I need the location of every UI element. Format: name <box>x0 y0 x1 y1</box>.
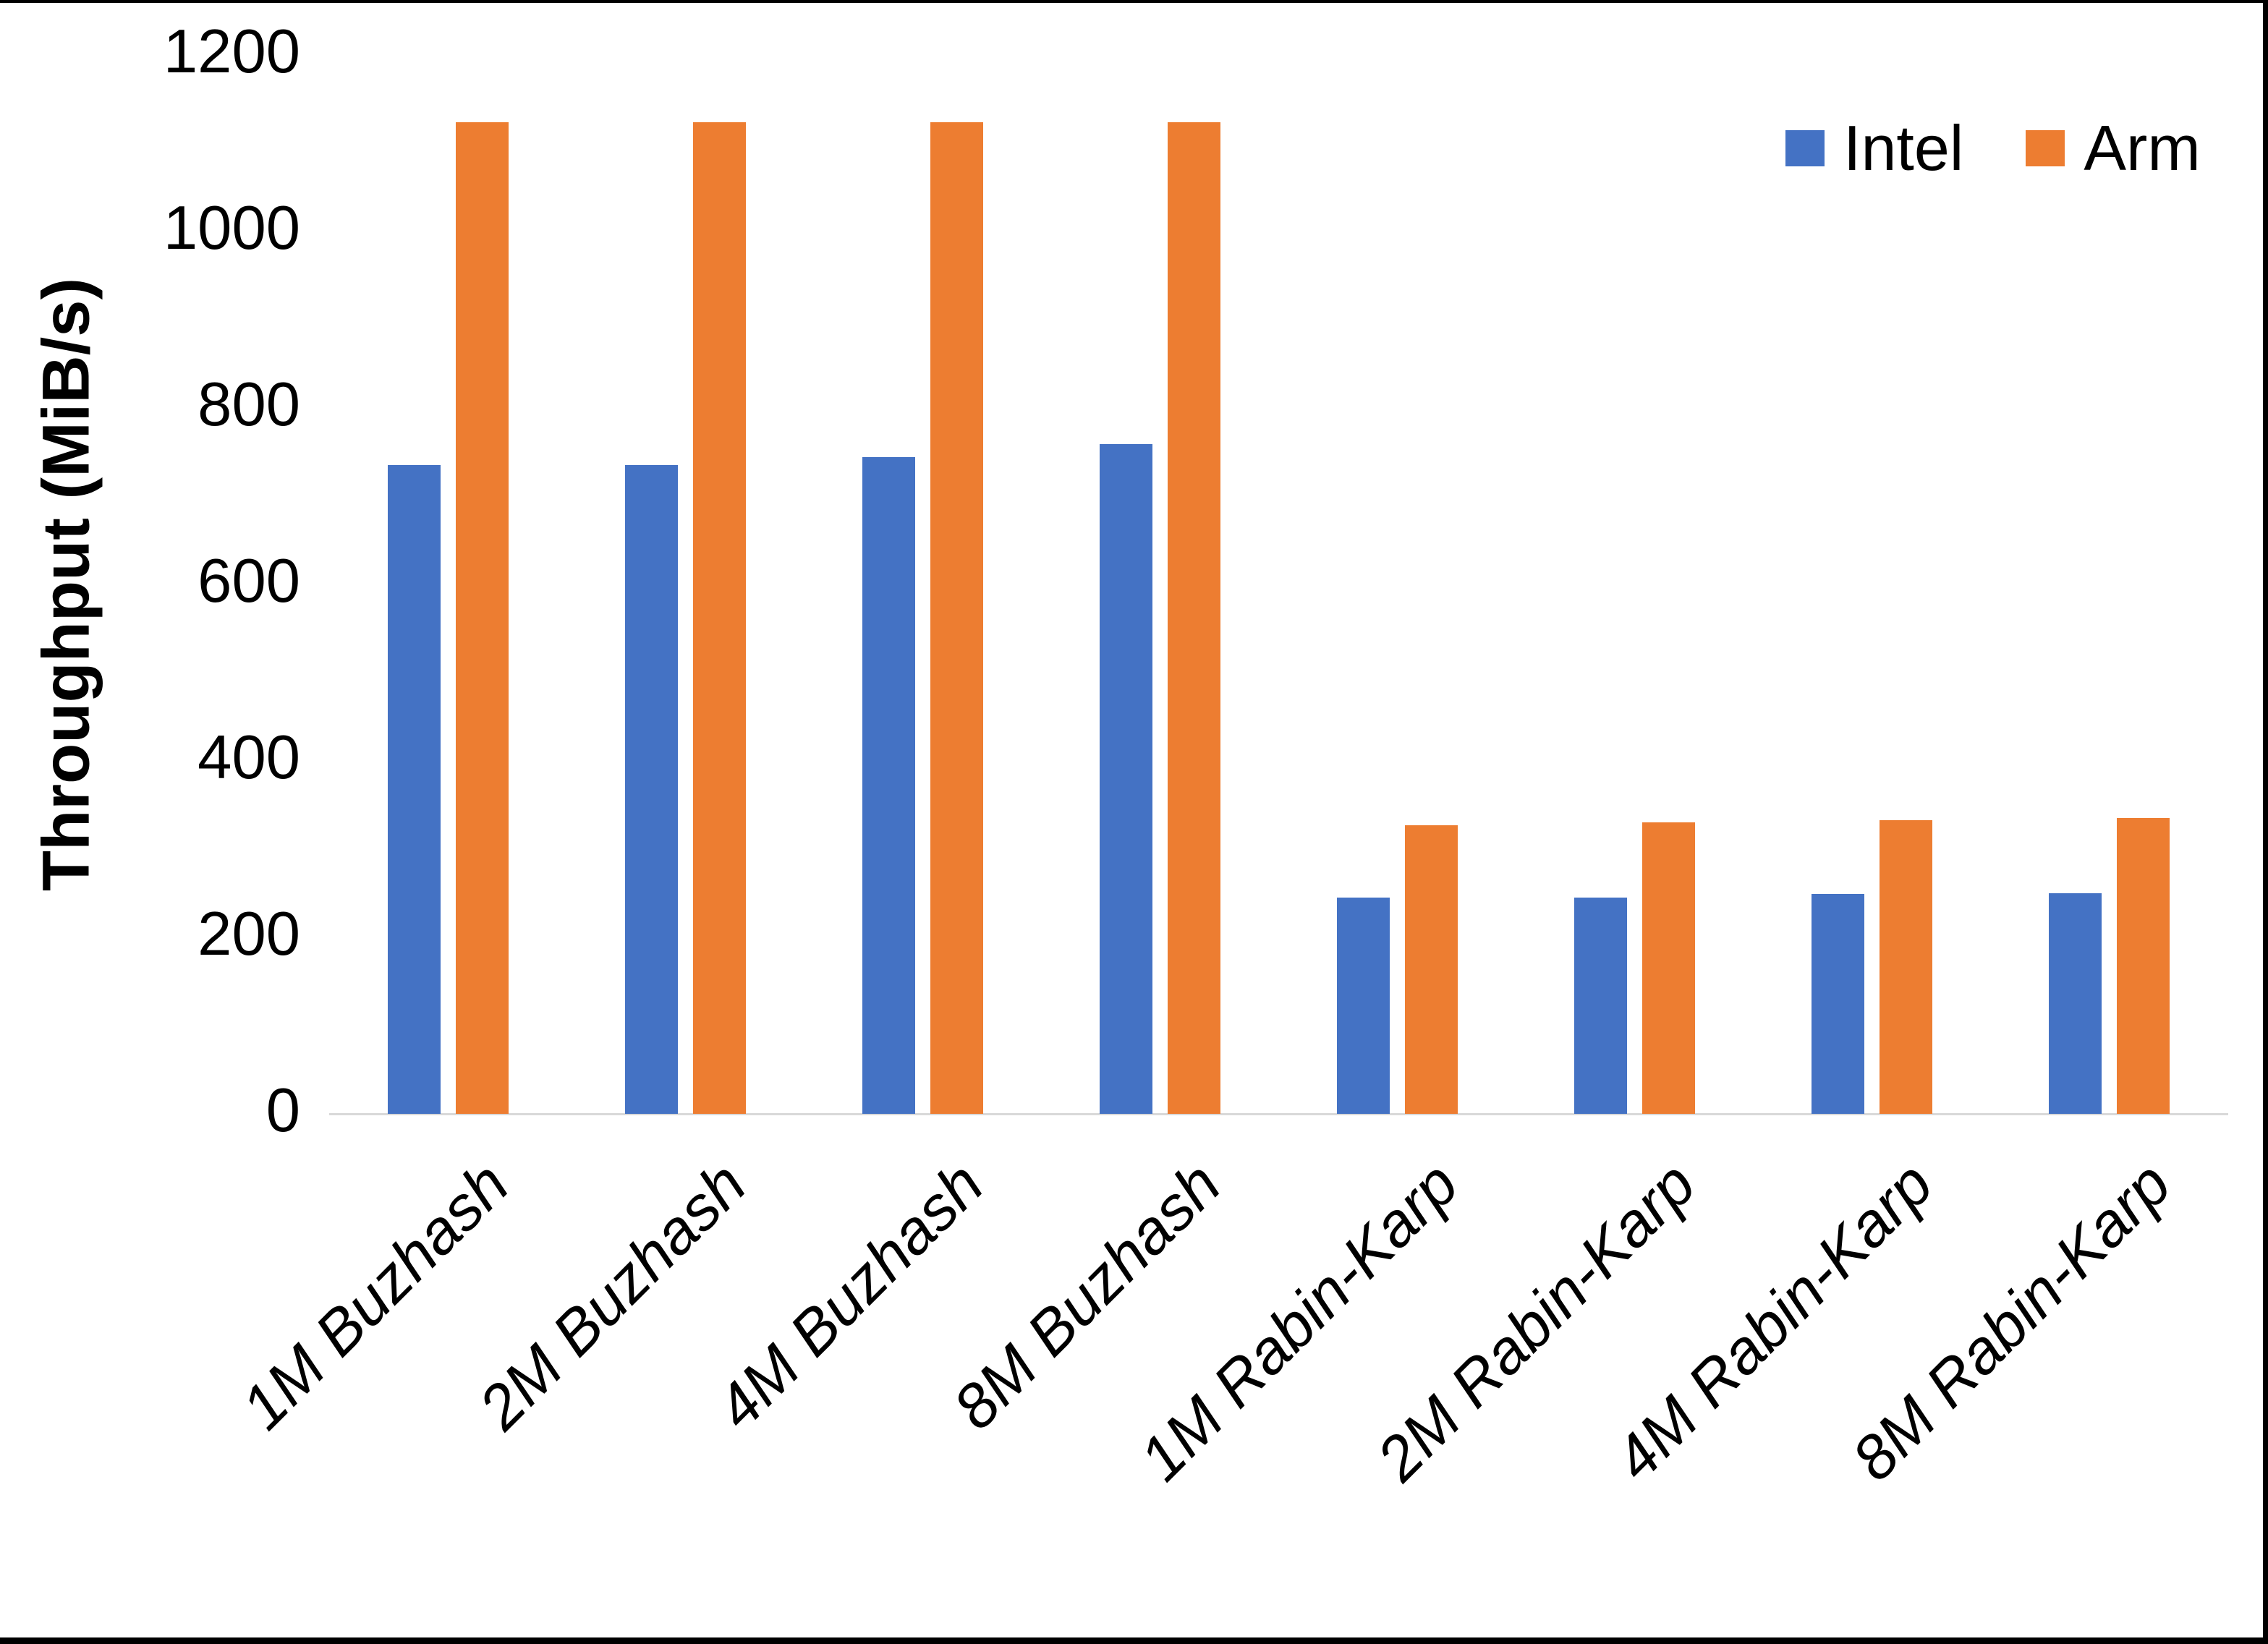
y-tick-1200: 1200 <box>163 17 300 87</box>
legend: Intel Arm <box>1785 111 2201 185</box>
y-tick-400: 400 <box>198 723 300 793</box>
bar-intel-8m-rabin-karp <box>2049 893 2102 1114</box>
category-group-4m-buzhash: 4M Buzhash <box>703 55 1041 1443</box>
legend-swatch-intel-icon <box>1785 130 1825 166</box>
bar-intel-2m-rabin-karp <box>1574 898 1628 1114</box>
bar-arm-2m-buzhash <box>692 122 746 1114</box>
bar-intel-2m-buzhash <box>624 465 678 1114</box>
bar-arm-1m-rabin-karp <box>1405 825 1458 1114</box>
bar-intel-8m-buzhash <box>1099 444 1152 1114</box>
bar-arm-8m-rabin-karp <box>2117 818 2170 1114</box>
legend-item-arm: Arm <box>2026 111 2201 185</box>
legend-label-arm: Arm <box>2084 112 2201 184</box>
category-group-8m-buzhash: 8M Buzhash <box>940 55 1278 1443</box>
y-tick-800: 800 <box>198 370 300 440</box>
bar-arm-4m-buzhash <box>930 122 983 1114</box>
bar-intel-1m-buzhash <box>387 465 441 1114</box>
bar-arm-2m-rabin-karp <box>1642 822 1696 1114</box>
y-tick-1000: 1000 <box>163 194 300 263</box>
category-group-2m-buzhash: 2M Buzhash <box>466 55 804 1443</box>
y-axis-title: Throughput (MiB/s) <box>29 277 103 892</box>
screenshot-border-top <box>0 0 2268 3</box>
bar-intel-4m-buzhash <box>862 457 915 1114</box>
bar-intel-1m-rabin-karp <box>1337 898 1390 1114</box>
legend-item-intel: Intel <box>1785 111 1963 185</box>
screenshot-border-bottom <box>0 1637 2268 1644</box>
y-tick-0: 0 <box>266 1076 300 1146</box>
legend-swatch-arm-icon <box>2026 130 2065 166</box>
plot-area: 1M Buzhash 2M Buzhash 4M Buzhash 8M Buzh… <box>229 55 2228 1494</box>
bar-arm-4m-rabin-karp <box>1880 819 1933 1114</box>
bar-intel-4m-rabin-karp <box>1812 894 1865 1114</box>
category-group-2m-rabin-karp: 2M Rabin-Karp <box>1364 55 1754 1494</box>
category-group-1m-rabin-karp: 1M Rabin-Karp <box>1126 55 1516 1494</box>
y-tick-600: 600 <box>198 547 300 616</box>
category-group-1m-buzhash: 1M Buzhash <box>229 55 566 1443</box>
bar-arm-8m-buzhash <box>1167 122 1220 1114</box>
x-axis-line <box>329 1113 2228 1115</box>
screenshot-border-right <box>2263 0 2268 1644</box>
legend-label-intel: Intel <box>1843 112 1964 184</box>
bar-arm-1m-buzhash <box>455 122 509 1114</box>
y-tick-200: 200 <box>198 900 300 969</box>
category-group-8m-rabin-karp: 8M Rabin-Karp <box>1839 55 2228 1494</box>
category-group-4m-rabin-karp: 4M Rabin-Karp <box>1602 55 1991 1494</box>
